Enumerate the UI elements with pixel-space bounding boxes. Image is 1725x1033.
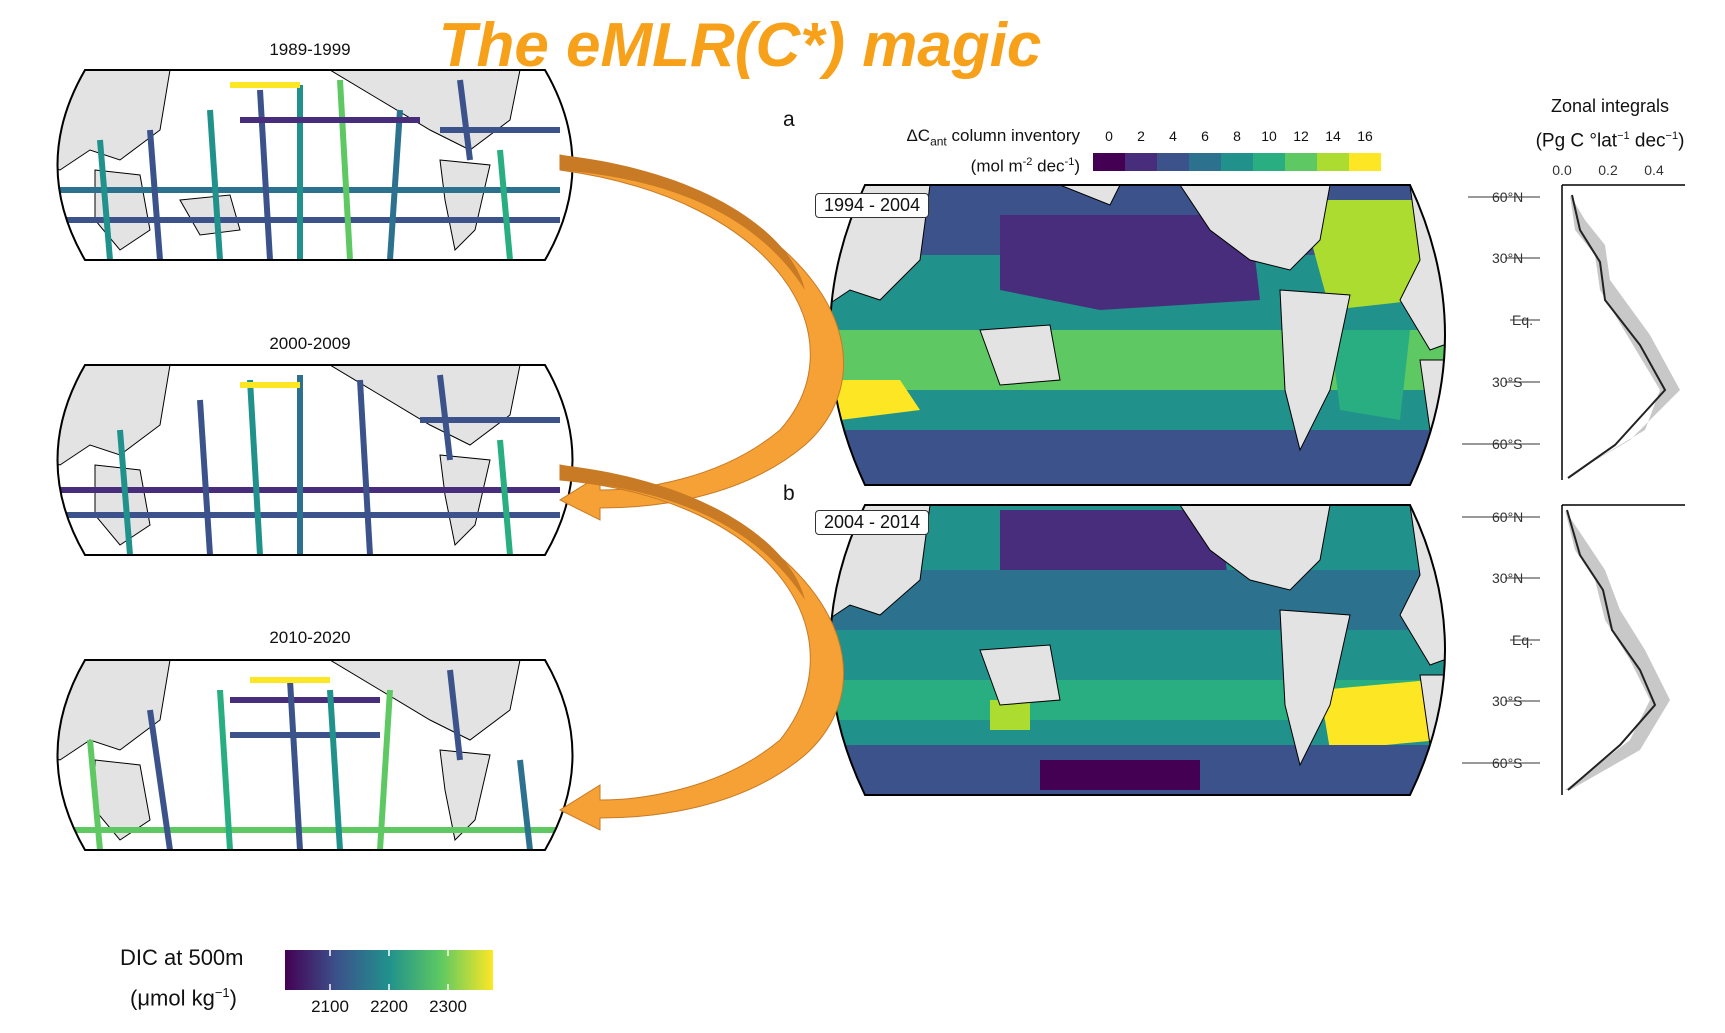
cant-tick-label: 16 xyxy=(1357,128,1373,144)
lat-label-b-30S: 30°S xyxy=(1492,693,1523,709)
map-panel-a xyxy=(830,185,1445,485)
map-1989-1999 xyxy=(57,70,573,260)
period-label-1: 1989-1999 xyxy=(269,40,351,59)
cant-tick-label: 2 xyxy=(1137,128,1145,144)
lat-label-b-60S: 60°S xyxy=(1492,755,1523,771)
lat-label-b-60N: 60°N xyxy=(1492,509,1524,525)
lat-label-a-eq: Eq. xyxy=(1512,312,1534,328)
map-2010-2020 xyxy=(57,660,573,850)
lat-label-a-60N: 60°N xyxy=(1492,189,1524,205)
panel-b-letter: b xyxy=(783,482,795,505)
zonal-title: Zonal integrals xyxy=(1550,96,1670,116)
cant-tick-label: 4 xyxy=(1169,128,1177,144)
cant-tick-label: 10 xyxy=(1261,128,1277,144)
lat-label-b-30N: 30°N xyxy=(1492,570,1524,586)
cant-colorbar-bin xyxy=(1125,153,1157,171)
map-panel-b xyxy=(830,505,1445,795)
zonal-panel-a xyxy=(1561,184,1685,480)
dic-tick-1: 2200 xyxy=(370,997,408,1016)
lat-label-b-eq: Eq. xyxy=(1512,632,1534,648)
panel-a-years: 1994 - 2004 xyxy=(815,193,930,218)
dic-tick-0: 2100 xyxy=(311,997,349,1016)
cant-colorbar xyxy=(1093,153,1381,171)
period-label-3: 2010-2020 xyxy=(269,628,351,647)
zonal-xtick-0: 0.0 xyxy=(1552,162,1572,178)
cant-legend-title-line2: (mol m-2 dec-1) xyxy=(970,156,1080,176)
dic-legend-unit: (μmol kg−1) xyxy=(130,985,237,1011)
panel-b-years: 2004 - 2014 xyxy=(815,510,930,535)
figure-title: The eMLR(C*) magic xyxy=(438,11,1042,80)
zonal-xtick-1: 0.2 xyxy=(1598,162,1618,178)
map-2000-2009 xyxy=(57,365,573,555)
zonal-unit: (Pg C °lat−1 dec−1) xyxy=(1535,130,1685,152)
cant-tick-label: 6 xyxy=(1201,128,1209,144)
cant-colorbar-bin xyxy=(1349,153,1381,171)
panel-a-letter: a xyxy=(783,108,795,131)
arrow-1-to-2 xyxy=(558,154,844,521)
cant-colorbar-bin xyxy=(1317,153,1349,171)
dic-colorbar xyxy=(285,950,493,990)
zonal-panel-b xyxy=(1561,504,1685,795)
dic-tick-2: 2300 xyxy=(429,997,467,1016)
cant-legend-title-line1: ΔCant column inventory xyxy=(906,126,1080,149)
lat-label-a-60S: 60°S xyxy=(1492,436,1523,452)
cant-colorbar-bin xyxy=(1221,153,1253,171)
lat-label-a-30S: 30°S xyxy=(1492,374,1523,390)
cant-colorbar-bin xyxy=(1093,153,1125,171)
cant-colorbar-bin xyxy=(1285,153,1317,171)
arrow-2-to-3 xyxy=(558,464,844,831)
cant-tick-label: 8 xyxy=(1233,128,1241,144)
cant-colorbar-bin xyxy=(1189,153,1221,171)
period-label-2: 2000-2009 xyxy=(269,334,351,353)
dic-legend-title: DIC at 500m xyxy=(120,945,244,970)
cant-tick-label: 0 xyxy=(1105,128,1113,144)
cant-colorbar-bin xyxy=(1157,153,1189,171)
cant-tick-label: 12 xyxy=(1293,128,1309,144)
lat-label-a-30N: 30°N xyxy=(1492,250,1524,266)
cant-tick-label: 14 xyxy=(1325,128,1341,144)
zonal-xtick-2: 0.4 xyxy=(1644,162,1664,178)
cant-colorbar-bin xyxy=(1253,153,1285,171)
